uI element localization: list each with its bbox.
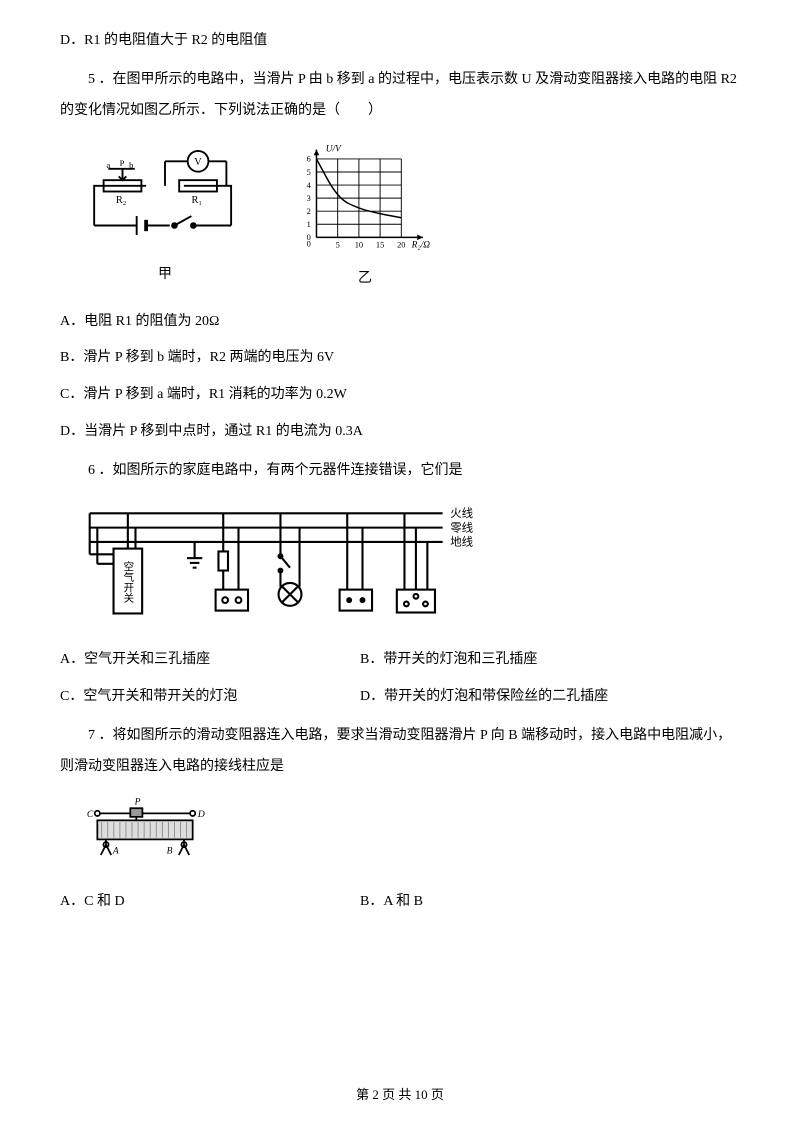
label-b: b <box>129 160 133 170</box>
q6-option-d: D．带开关的灯泡和带保险丝的二孔插座 <box>360 682 608 713</box>
q5-option-b: B．滑片 P 移到 b 端时，R2 两端的电压为 6V <box>60 343 740 374</box>
label-r2: R₂ <box>116 195 127 206</box>
rheo-a: A <box>112 847 119 857</box>
q7-option-b: B．A 和 B <box>360 887 423 918</box>
svg-text:U/V: U/V <box>326 145 342 155</box>
fig-label-yi: 乙 <box>290 269 440 289</box>
q5-stem: 5 ．在图甲所示的电路中，当滑片 P 由 b 移到 a 的过程中，电压表示数 U… <box>60 65 740 127</box>
q5-option-d: D．当滑片 P 移到中点时，通过 R1 的电流为 0.3A <box>60 417 740 448</box>
label-a: a <box>106 160 110 170</box>
label-p: P <box>120 158 125 168</box>
page-footer: 第 2 页 共 10 页 <box>0 1086 800 1104</box>
q6-option-b: B．带开关的灯泡和三孔插座 <box>360 645 537 676</box>
svg-text:0: 0 <box>307 240 311 249</box>
q6-option-a: A．空气开关和三孔插座 <box>60 645 360 676</box>
q6-stem: 6 ．如图所示的家庭电路中，有两个元器件连接错误，它们是 <box>60 456 740 487</box>
svg-text:6: 6 <box>307 155 311 164</box>
svg-text:10: 10 <box>355 241 363 250</box>
q5-graph: 012345605101520U/VR₂/Ω 乙 <box>290 144 440 288</box>
q7-stem: 7 ．将如图所示的滑动变阻器连入电路，要求当滑动变阻器滑片 P 向 B 端移动时… <box>60 721 740 783</box>
rheo-c: C <box>87 810 94 820</box>
q7-figure: P C D A B <box>80 794 210 871</box>
label-neutral: 零线 <box>450 520 473 534</box>
svg-text:3: 3 <box>307 194 311 203</box>
svg-text:R₂/Ω: R₂/Ω <box>411 241 431 251</box>
q7-option-a: A．C 和 D <box>60 887 360 918</box>
q7-row1: A．C 和 D B．A 和 B <box>60 887 740 918</box>
q5-option-a: A．电阻 R1 的阻值为 20Ω <box>60 307 740 338</box>
q6-row1: A．空气开关和三孔插座 B．带开关的灯泡和三孔插座 <box>60 645 740 676</box>
label-ground: 地线 <box>450 534 473 548</box>
q6-row2: C．空气开关和带开关的灯泡 D．带开关的灯泡和带保险丝的二孔插座 <box>60 682 740 713</box>
svg-text:5: 5 <box>336 241 340 250</box>
rheo-d: D <box>197 810 205 820</box>
label-r1: R₁ <box>191 195 202 206</box>
rheo-p: P <box>134 798 141 808</box>
q5-circuit: V a P b R₂ R₁ 甲 <box>80 148 250 284</box>
svg-text:20: 20 <box>397 241 405 250</box>
q5-figure-row: V a P b R₂ R₁ 甲 012345605101520U/VR₂/Ω 乙 <box>80 144 740 288</box>
svg-text:1: 1 <box>307 220 311 229</box>
svg-text:4: 4 <box>307 181 312 190</box>
fig-label-jia: 甲 <box>80 265 250 285</box>
svg-text:15: 15 <box>376 241 384 250</box>
label-air-switch: 空气开关 <box>122 560 133 603</box>
q6-figure: 火线 零线 地线 空气开关 <box>80 499 500 630</box>
voltmeter-label: V <box>194 157 202 168</box>
svg-text:5: 5 <box>307 168 311 177</box>
label-live: 火线 <box>450 506 473 520</box>
q6-option-c: C．空气开关和带开关的灯泡 <box>60 682 360 713</box>
q5-option-c: C．滑片 P 移到 a 端时，R1 消耗的功率为 0.2W <box>60 380 740 411</box>
prev-option-d: D．R1 的电阻值大于 R2 的电阻值 <box>60 26 740 57</box>
rheo-b: B <box>167 847 173 857</box>
svg-text:2: 2 <box>307 207 311 216</box>
